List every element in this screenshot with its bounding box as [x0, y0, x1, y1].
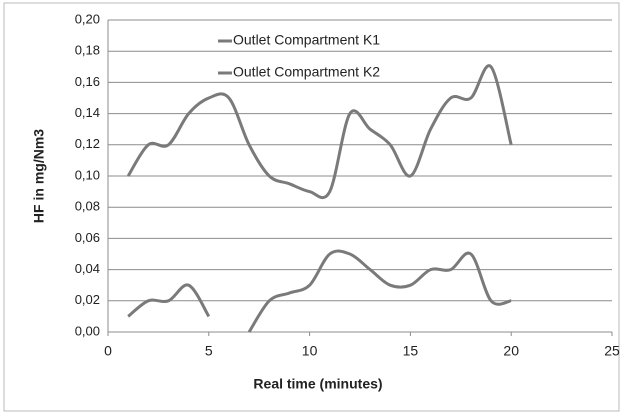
x-axis-label: Real time (minutes) — [253, 376, 382, 392]
series-line — [126, 64, 513, 200]
y-tick-label: 0,20 — [75, 11, 100, 26]
series-line — [127, 249, 512, 333]
x-tick-label: 15 — [403, 343, 419, 359]
y-tick-label: 0,10 — [75, 167, 100, 182]
x-tick-label: 5 — [205, 343, 213, 359]
y-tick-label: 0,12 — [75, 136, 100, 151]
y-tick-label: 0,06 — [75, 230, 100, 245]
x-tick-label: 20 — [503, 343, 519, 359]
y-tick-label: 0,08 — [75, 199, 100, 214]
y-axis-label: HF in mg/Nm3 — [31, 129, 47, 223]
y-tick-label: 0,00 — [75, 323, 100, 338]
y-tick-label: 0,04 — [75, 261, 100, 276]
x-tick-label: 10 — [302, 343, 318, 359]
x-tick-label: 25 — [604, 343, 620, 359]
y-tick-label: 0,02 — [75, 292, 100, 307]
legend-label: Outlet Compartment K2 — [233, 64, 380, 80]
y-tick-label: 0,14 — [75, 105, 100, 120]
y-tick-label: 0,18 — [75, 43, 100, 58]
y-tick-label: 0,16 — [75, 74, 100, 89]
legend-label: Outlet Compartment K1 — [233, 32, 380, 48]
x-tick-label: 0 — [104, 343, 112, 359]
